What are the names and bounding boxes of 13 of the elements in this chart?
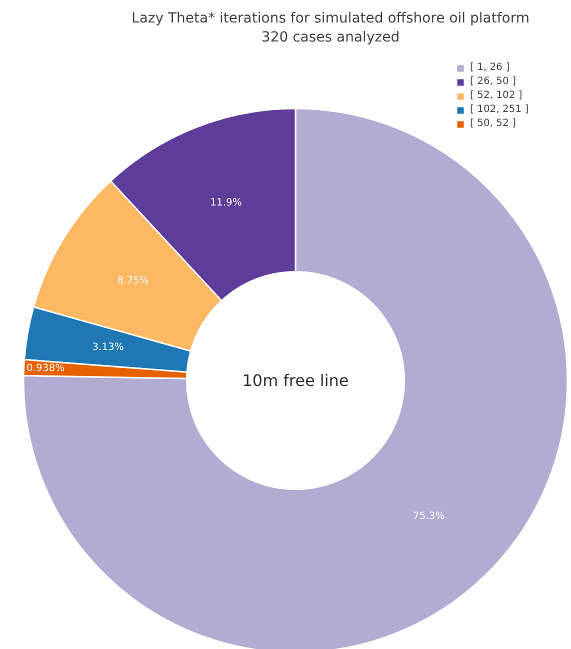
legend-label: [ 26, 50 ] bbox=[470, 76, 516, 87]
data-label: 8.75% bbox=[117, 276, 149, 287]
legend-label: [ 1, 26 ] bbox=[470, 62, 510, 73]
legend-label: [ 52, 102 ] bbox=[470, 90, 522, 101]
data-label: 0.938% bbox=[26, 363, 65, 374]
legend-label: [ 50, 52 ] bbox=[470, 118, 516, 129]
legend-label: [ 102, 251 ] bbox=[470, 104, 529, 115]
chart-subtitle: 320 cases analyzed bbox=[261, 30, 400, 46]
chart-title: Lazy Theta* iterations for simulated offshore oil platform bbox=[132, 10, 530, 26]
data-label: 11.9% bbox=[210, 198, 242, 209]
data-label: 75.3% bbox=[413, 510, 445, 522]
data-label: 3.13% bbox=[92, 342, 124, 353]
text: 10m free line bbox=[242, 371, 349, 390]
